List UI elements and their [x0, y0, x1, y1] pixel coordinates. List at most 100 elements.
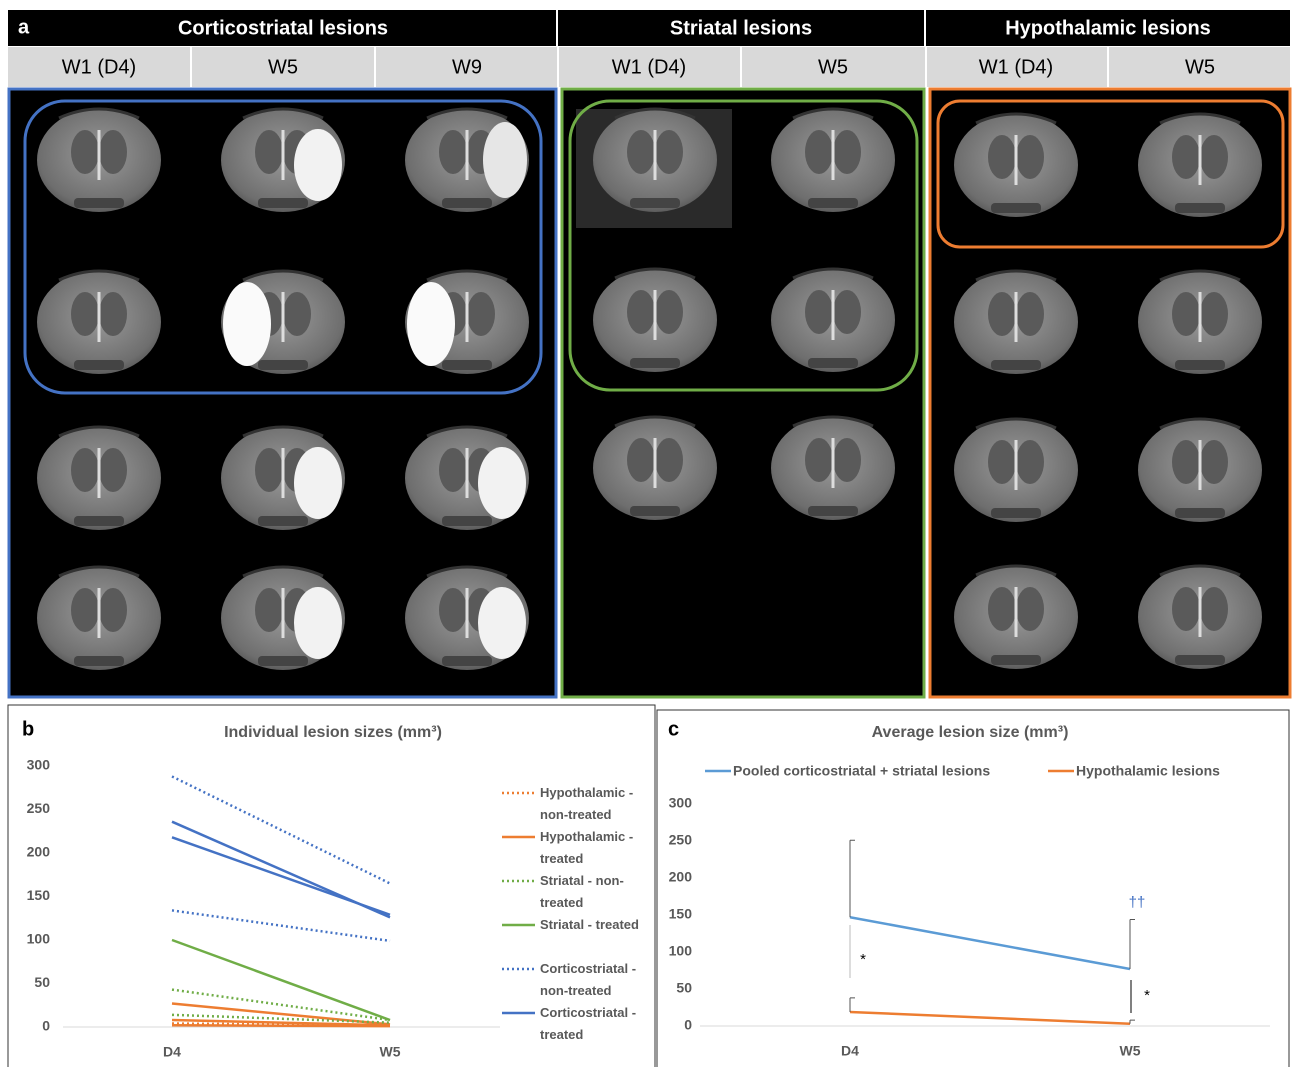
brain-image — [954, 565, 1078, 669]
brain-image — [771, 268, 895, 372]
legend-entry: Corticostriatal - treated — [540, 1002, 654, 1048]
brain-image — [771, 416, 895, 520]
legend-label: Hypothalamic lesions — [1076, 763, 1220, 779]
legend-entry: Hypothalamic - treated — [540, 826, 654, 872]
ventricle — [467, 292, 495, 336]
legend-label: Hypothalamic - non-treated — [540, 782, 652, 826]
base — [1175, 508, 1225, 518]
base — [991, 655, 1041, 665]
brain-image — [37, 270, 161, 374]
ventricle — [833, 438, 861, 482]
legend-label: Striatal - treated — [540, 914, 652, 936]
annotation: * — [860, 951, 866, 968]
ventricle — [99, 292, 127, 336]
ventricle — [439, 588, 467, 632]
brain-image — [1138, 565, 1262, 669]
ventricle — [71, 448, 99, 492]
data-line — [172, 910, 390, 940]
base — [991, 508, 1041, 518]
ventricle — [439, 130, 467, 174]
base — [442, 656, 492, 666]
brain-image — [221, 108, 345, 212]
legend-entry: Hypothalamic - non-treated — [540, 782, 654, 828]
ventricle — [627, 130, 655, 174]
timepoint: W9 — [452, 56, 482, 78]
data-line — [172, 1025, 390, 1026]
x-tick-label: D4 — [841, 1043, 859, 1059]
base — [74, 656, 124, 666]
ventricle — [655, 130, 683, 174]
y-tick-label: 150 — [669, 906, 693, 922]
base — [808, 506, 858, 516]
base — [808, 358, 858, 368]
brain-image — [593, 108, 717, 212]
y-tick-label: 250 — [27, 800, 51, 816]
y-tick-label: 0 — [42, 1018, 50, 1034]
ventricle — [255, 130, 283, 174]
ventricle — [1172, 440, 1200, 484]
ventricle — [1172, 292, 1200, 336]
base — [630, 358, 680, 368]
page: a Corticostriatal lesions Striatal lesio… — [0, 0, 1296, 1067]
ventricle — [805, 130, 833, 174]
legend-label: Hypothalamic - treated — [540, 826, 652, 870]
ventricle — [805, 290, 833, 334]
ventricle — [1200, 440, 1228, 484]
base — [258, 360, 308, 370]
base — [74, 360, 124, 370]
chart-title: Average lesion size (mm³) — [872, 724, 1069, 741]
y-tick-label: 250 — [669, 832, 693, 848]
ventricle — [988, 440, 1016, 484]
legend-label: Corticostriatal - non-treated — [540, 958, 652, 1002]
timepoint: W1 (D4) — [62, 56, 136, 78]
ventricle — [1200, 587, 1228, 631]
ventricle — [655, 290, 683, 334]
x-tick-label: W5 — [1120, 1043, 1141, 1059]
group-title: Corticostriatal lesions — [178, 17, 388, 39]
base — [442, 198, 492, 208]
ventricle — [99, 448, 127, 492]
ventricle — [988, 135, 1016, 179]
timepoint: W5 — [268, 56, 298, 78]
brain-image — [1138, 270, 1262, 374]
timepoint: W1 (D4) — [979, 56, 1053, 78]
ventricle — [99, 130, 127, 174]
y-tick-label: 100 — [27, 931, 51, 947]
base — [1175, 203, 1225, 213]
timepoint: W5 — [1185, 56, 1215, 78]
timepoint: W1 (D4) — [612, 56, 686, 78]
ventricle — [805, 438, 833, 482]
data-line — [850, 917, 1130, 969]
ventricle — [71, 292, 99, 336]
ventricle — [99, 588, 127, 632]
y-tick-label: 300 — [27, 757, 51, 773]
lesion — [478, 447, 526, 519]
ventricle — [71, 588, 99, 632]
ventricle — [627, 290, 655, 334]
ventricle — [71, 130, 99, 174]
brain-image — [1138, 113, 1262, 217]
y-tick-label: 100 — [669, 943, 693, 959]
y-tick-label: 200 — [669, 869, 693, 885]
y-tick-label: 50 — [34, 974, 50, 990]
ventricle — [833, 130, 861, 174]
brain-image — [593, 416, 717, 520]
y-tick-label: 50 — [676, 980, 692, 996]
brain-image — [954, 270, 1078, 374]
brain-image — [221, 270, 345, 374]
lesion — [294, 129, 342, 201]
y-tick-label: 0 — [684, 1017, 692, 1033]
ventricle — [988, 292, 1016, 336]
legend-label: Corticostriatal - treated — [540, 1002, 652, 1046]
error-bar — [1130, 1020, 1135, 1024]
data-line — [172, 837, 390, 914]
base — [991, 360, 1041, 370]
base — [1175, 655, 1225, 665]
figure: a Corticostriatal lesions Striatal lesio… — [0, 0, 1296, 1067]
ventricle — [1200, 292, 1228, 336]
brain-image — [405, 566, 529, 670]
brain-image — [954, 418, 1078, 522]
base — [258, 198, 308, 208]
ventricle — [1172, 587, 1200, 631]
base — [442, 360, 492, 370]
